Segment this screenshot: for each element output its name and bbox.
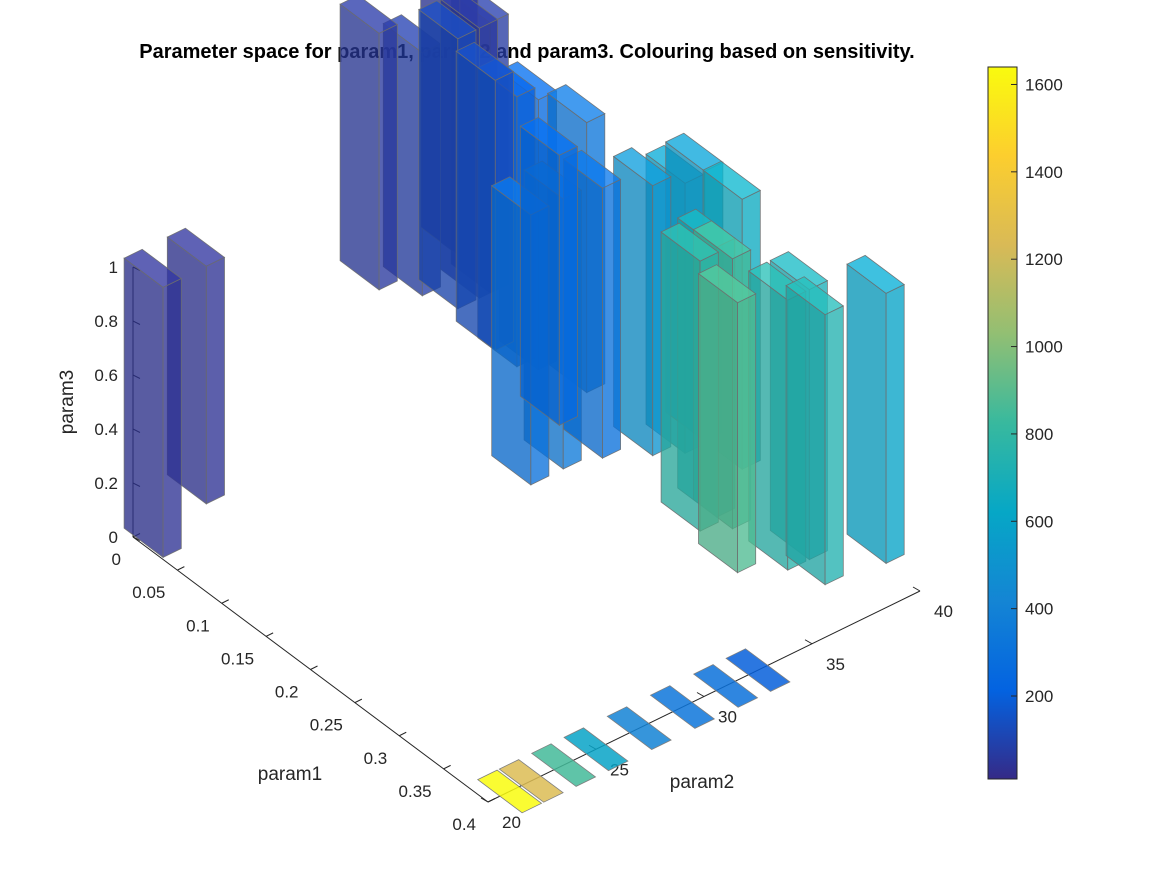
colorbar-tick-label: 200 <box>1025 687 1053 706</box>
floor-tile <box>476 769 543 814</box>
colorbar-tick-label: 1600 <box>1025 75 1063 94</box>
bar <box>785 276 845 586</box>
bar-face-left <box>660 231 701 532</box>
bar-face-top <box>123 248 183 288</box>
y-tick-label: 35 <box>826 655 845 674</box>
x-tick-label: 0.25 <box>310 716 343 735</box>
bar-face-top <box>455 41 515 81</box>
y-tick-label: 40 <box>934 602 953 621</box>
bar <box>519 116 579 427</box>
bar-face-left <box>123 257 164 559</box>
z-axis-label: param3 <box>57 370 78 434</box>
z-tick-label: 0.2 <box>94 474 118 493</box>
bar-face-front <box>558 145 578 426</box>
z-tick-label: 0.6 <box>94 366 118 385</box>
y-tick-mark <box>804 639 813 645</box>
chart-title: Parameter space for param1, param2 and p… <box>139 41 914 63</box>
bar-face-top <box>697 264 757 304</box>
bar-face-top <box>660 222 720 262</box>
bar <box>123 248 183 559</box>
y-tick-mark <box>696 692 705 697</box>
x-tick-mark <box>221 599 229 604</box>
bar-face-top <box>846 254 905 294</box>
y-tick-label: 30 <box>718 708 737 727</box>
bar-face-front <box>885 283 905 565</box>
bar-face-top <box>418 0 477 40</box>
bar-face-top <box>612 147 672 187</box>
floor-tile <box>725 648 791 692</box>
bar-face-top <box>785 276 845 316</box>
x-tick-label: 0.3 <box>364 749 388 768</box>
bar-face-front <box>602 178 621 459</box>
y-tick-mark <box>912 586 921 592</box>
colorbar-tick-label: 800 <box>1025 425 1053 444</box>
bar-face-left <box>455 50 496 352</box>
bar-face-top <box>519 116 579 156</box>
colorbar-tick-label: 1000 <box>1025 338 1063 357</box>
x-tick-label: 0.2 <box>275 683 299 702</box>
x-tick-mark <box>177 566 185 571</box>
bar-face-front <box>205 256 225 505</box>
y-tick-label: 20 <box>502 813 521 832</box>
floor-tile <box>606 706 672 750</box>
colorbar-tick-label: 400 <box>1025 600 1053 619</box>
x-tick-label: 0.35 <box>399 782 432 801</box>
x-tick-label: 0.15 <box>221 649 254 668</box>
colorbar-gradient <box>987 66 1018 780</box>
bar-face-top <box>702 160 762 200</box>
bar-face-top <box>339 0 399 34</box>
y-tick-mark <box>480 797 489 803</box>
bar-face-front <box>378 23 398 291</box>
bars <box>123 0 905 586</box>
x-tick-mark <box>310 665 318 670</box>
floor-tiles <box>476 648 791 814</box>
axes: 00.050.10.150.20.250.30.350.4 20253035400… <box>94 258 953 834</box>
colorbar-tick-label: 1200 <box>1025 250 1063 269</box>
bar <box>846 254 905 565</box>
x-tick-mark <box>354 698 363 704</box>
floor-tile <box>498 759 564 803</box>
x-tick-label: 0.1 <box>186 616 210 635</box>
bar-face-front <box>737 293 757 574</box>
bar-face-left <box>698 272 738 574</box>
colorbar-tick-label: 600 <box>1025 512 1053 531</box>
bar-face-top <box>166 227 226 267</box>
floor-tile <box>649 685 716 729</box>
bar <box>339 0 399 291</box>
bar-face-top <box>769 251 829 291</box>
bar-face-left <box>418 8 459 310</box>
bar-face-top <box>440 0 499 29</box>
x-tick-mark <box>443 764 451 770</box>
bar-face-top <box>546 84 606 124</box>
z-tick-label: 1 <box>109 258 118 277</box>
colorbar-tick-label: 1400 <box>1025 163 1063 182</box>
x-tick-mark <box>265 632 274 637</box>
z-tick-label: 0.8 <box>94 312 118 331</box>
bar-face-left <box>519 125 560 427</box>
x-tick-label: 0.4 <box>452 815 476 834</box>
bar-face-left <box>785 284 826 586</box>
floor-tile <box>563 727 629 772</box>
bar-face-top <box>692 220 752 260</box>
floor-tile <box>530 743 597 787</box>
x-tick-mark <box>487 798 496 803</box>
x-axis-label: param1 <box>258 764 322 785</box>
z-tick-mark <box>132 536 141 541</box>
bar-face-front <box>824 305 844 586</box>
bar <box>697 264 757 574</box>
z-tick-label: 0.4 <box>94 420 118 439</box>
z-tick-label: 0 <box>109 528 118 547</box>
bar-face-front <box>162 277 182 559</box>
x-tick-label: 0 <box>112 550 121 569</box>
floor-tile <box>692 664 759 708</box>
x-tick-label: 0.05 <box>132 583 165 602</box>
y-axis-label: param2 <box>670 772 734 793</box>
bar-face-left <box>339 3 380 291</box>
colorbar: 200 400 600 800 1000 1200 1400 1600 <box>987 66 1063 780</box>
bar-face-left <box>846 263 887 565</box>
x-tick-mark <box>399 731 407 737</box>
